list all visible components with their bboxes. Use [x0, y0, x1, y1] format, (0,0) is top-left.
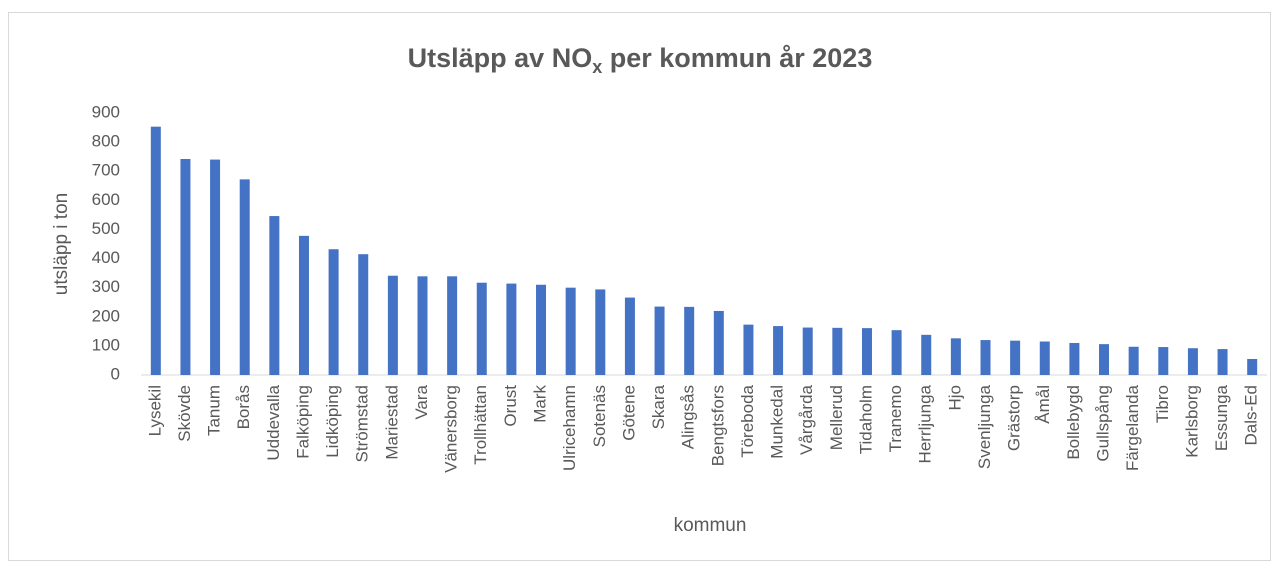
bar [298, 235, 309, 375]
bar [239, 179, 250, 375]
x-tick-label: Munkedal [768, 385, 787, 459]
x-tick-label: Mellerud [827, 385, 846, 450]
x-tick-label: Bengtsfors [708, 385, 727, 466]
bar [595, 289, 606, 375]
x-tick-label: Skövde [175, 385, 194, 442]
x-tick-label: Alingsås [679, 385, 698, 449]
y-tick-label: 400 [92, 248, 120, 267]
bar [1128, 346, 1139, 375]
x-tick-label: Strömstad [353, 385, 372, 462]
title-part: Utsläpp av NO [408, 43, 593, 73]
bar [1099, 344, 1110, 375]
bar [358, 254, 369, 375]
x-tick-label: Ulricehamn [560, 385, 579, 471]
x-tick-label: Hjo [945, 385, 964, 411]
x-tick-label: Gullspång [1094, 385, 1113, 462]
x-tick-label: Bollebygd [1064, 385, 1083, 460]
bar [1069, 342, 1080, 375]
x-tick-label: Åmål [1034, 385, 1053, 424]
x-tick-label: Färgelanda [1123, 384, 1142, 471]
x-tick-label: Lysekil [145, 385, 164, 436]
x-tick-label: Essunga [1212, 384, 1231, 451]
x-tick-label: Tibro [1153, 385, 1172, 423]
bar [210, 159, 221, 375]
x-axis-label: kommun [674, 515, 747, 536]
y-tick-label: 900 [92, 102, 120, 121]
bar [1247, 358, 1258, 375]
x-tick-label: Tanum [205, 385, 224, 436]
x-tick-label: Mariestad [382, 385, 401, 460]
y-axis-label: utsläpp i ton [51, 193, 72, 295]
chart-title: Utsläpp av NOx per kommun år 2023 [408, 43, 873, 77]
x-tick-label: Tidaholm [856, 385, 875, 454]
x-tick-label: Mark [531, 385, 550, 423]
bar [743, 324, 754, 375]
bar [773, 326, 784, 375]
x-tick-label: Sotenäs [590, 385, 609, 447]
bar [980, 340, 991, 375]
y-tick-label: 800 [92, 132, 120, 151]
bar [654, 306, 665, 375]
bar [180, 158, 191, 375]
bar [1039, 341, 1050, 375]
bar [1158, 347, 1169, 375]
bar [1217, 349, 1228, 375]
bar [802, 327, 813, 375]
bar [1187, 348, 1198, 375]
y-tick-label: 300 [92, 277, 120, 296]
bar [1010, 340, 1021, 375]
x-tick-label: Orust [501, 385, 520, 427]
x-tick-label: Götene [619, 385, 638, 441]
bar [536, 284, 547, 375]
x-tick-label: Vara [412, 384, 431, 419]
bar [950, 338, 961, 375]
bar [624, 297, 635, 375]
y-tick-label: 200 [92, 306, 120, 325]
bar [150, 126, 161, 375]
y-tick-label: 700 [92, 161, 120, 180]
title-part: per kommun år 2023 [602, 43, 872, 73]
title-subscript: x [592, 57, 602, 77]
bar [921, 334, 932, 375]
x-tick-label: Svenljunga [975, 384, 994, 469]
bar [506, 283, 517, 375]
x-tick-label: Borås [234, 385, 253, 429]
x-tick-label: Tranemo [886, 385, 905, 452]
bar [447, 276, 458, 375]
x-tick-label: Vårgårda [797, 384, 816, 454]
y-tick-label: 0 [111, 364, 120, 383]
x-tick-label: Trollhättan [471, 385, 490, 465]
chart-border [8, 12, 1271, 561]
y-tick-label: 500 [92, 219, 120, 238]
bar [891, 330, 902, 375]
x-tick-label: Skara [649, 384, 668, 429]
y-tick-label: 600 [92, 190, 120, 209]
bar [476, 282, 487, 375]
x-tick-label: Vänersborg [442, 385, 461, 473]
bar [565, 287, 576, 375]
x-tick-label: Karlsborg [1182, 385, 1201, 458]
bar [387, 275, 398, 375]
x-tick-label: Grästorp [1005, 385, 1024, 451]
y-tick-label: 100 [92, 335, 120, 354]
bar [684, 306, 695, 375]
bar [328, 249, 339, 375]
bar [861, 328, 872, 375]
x-tick-label: Dals-Ed [1242, 385, 1261, 445]
x-tick-label: Herrljunga [916, 384, 935, 463]
bar [832, 327, 843, 375]
x-tick-label: Töreboda [738, 384, 757, 457]
bar [269, 216, 280, 375]
x-tick-label: Uddevalla [264, 384, 283, 460]
x-tick-label: Lidköping [323, 385, 342, 458]
bar [713, 310, 724, 375]
x-tick-label: Falköping [293, 385, 312, 459]
bar [417, 276, 428, 375]
